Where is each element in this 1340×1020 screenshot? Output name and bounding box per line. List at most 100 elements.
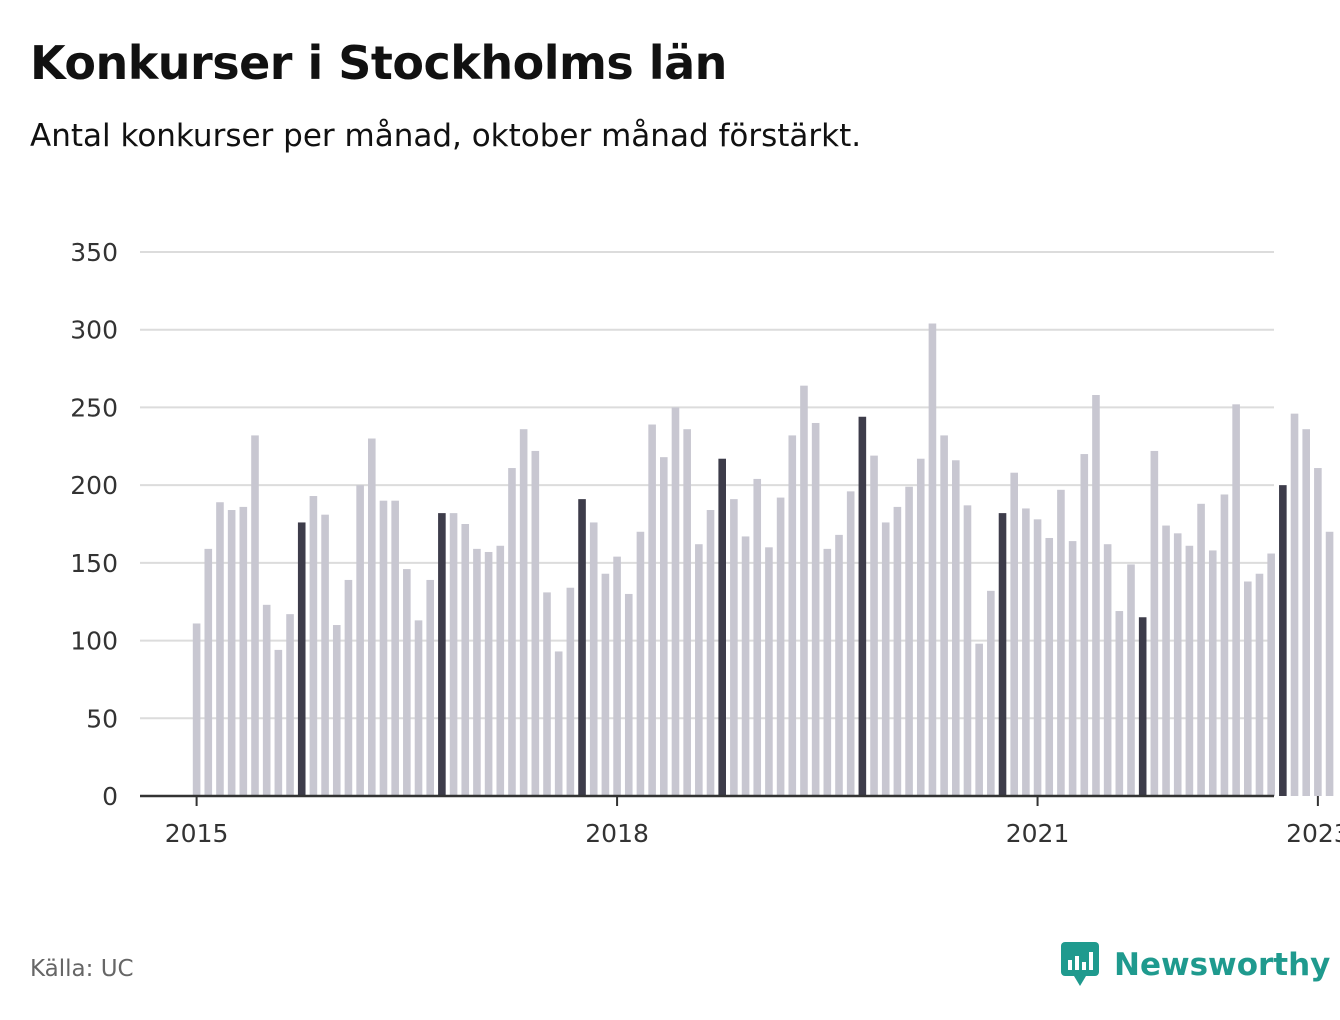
bar <box>1162 525 1170 796</box>
bar <box>893 506 902 796</box>
bar <box>379 500 388 796</box>
bar <box>309 496 318 796</box>
bar <box>905 486 913 796</box>
brand-logo: Newsworthy <box>1060 940 1330 990</box>
bar <box>1033 519 1042 796</box>
bar <box>1173 533 1182 796</box>
y-tick-label: 250 <box>70 393 118 422</box>
bar <box>262 604 271 796</box>
x-tick-label: 2015 <box>165 819 229 848</box>
bar <box>753 478 762 796</box>
brand-name: Newsworthy <box>1114 947 1331 983</box>
bar <box>508 468 516 796</box>
chart-title: Konkurser i Stockholms län <box>30 36 727 90</box>
bar <box>916 458 925 796</box>
bar <box>975 643 983 796</box>
y-tick-label: 200 <box>70 471 118 500</box>
bar <box>1115 611 1124 796</box>
bar <box>636 531 645 796</box>
bar <box>414 620 423 796</box>
bar <box>1197 503 1205 796</box>
y-tick-label: 50 <box>86 704 118 733</box>
bar <box>858 416 867 796</box>
bar <box>461 524 470 796</box>
bar <box>1068 541 1077 796</box>
bar <box>356 485 364 796</box>
bar <box>788 435 797 796</box>
bar <box>718 458 726 796</box>
bar <box>589 522 598 796</box>
bar <box>1138 617 1147 796</box>
bar <box>496 545 505 796</box>
bar <box>1092 394 1100 796</box>
x-tick-label: 2021 <box>1006 819 1070 848</box>
bar <box>321 514 329 796</box>
y-tick-label: 150 <box>70 549 118 578</box>
bar <box>952 460 960 796</box>
bar <box>823 548 832 796</box>
bar <box>216 502 224 796</box>
y-axis: 0 50 100 150 200 250 300 350 <box>70 238 118 811</box>
bar <box>648 424 656 796</box>
bar <box>192 623 201 796</box>
bar <box>1127 564 1135 796</box>
bar <box>1279 485 1287 796</box>
bar <box>368 438 376 796</box>
bar <box>227 510 236 796</box>
bar <box>239 506 248 796</box>
x-tick-label: 2018 <box>585 819 649 848</box>
bar <box>1208 550 1217 796</box>
bar <box>554 651 563 796</box>
chart-subtitle: Antal konkurser per månad, oktober månad… <box>30 118 862 154</box>
bars <box>192 323 1334 796</box>
bar <box>1185 545 1194 796</box>
bar <box>332 625 341 796</box>
bar <box>846 491 855 796</box>
bar <box>776 497 785 796</box>
bar <box>928 323 937 796</box>
bar <box>671 407 680 796</box>
y-tick-label: 300 <box>70 316 118 345</box>
bar <box>963 505 972 796</box>
newsworthy-logo-icon <box>1061 942 1099 986</box>
x-axis: 2015 2018 2021 2023 <box>140 794 1340 848</box>
bar <box>204 548 213 796</box>
bar <box>286 614 294 796</box>
bar <box>1244 581 1252 796</box>
bar <box>601 573 610 796</box>
bar <box>1045 537 1054 796</box>
bar <box>1022 508 1030 796</box>
bar <box>297 522 306 796</box>
bar <box>531 450 540 796</box>
bar <box>660 457 668 796</box>
bar <box>1314 468 1322 796</box>
bar <box>449 513 458 796</box>
bar <box>1290 413 1299 796</box>
bar <box>706 510 715 796</box>
bar <box>543 592 551 796</box>
bar <box>940 435 948 796</box>
bar <box>1325 531 1334 796</box>
bar <box>624 593 633 796</box>
bar <box>730 499 738 796</box>
bar <box>741 536 750 796</box>
bar <box>1150 450 1159 796</box>
bar <box>765 547 773 796</box>
bar <box>800 385 808 796</box>
bar <box>695 544 703 796</box>
bar <box>578 499 586 796</box>
source-note: Källa: UC <box>30 956 134 982</box>
bar <box>1220 494 1229 796</box>
bar <box>274 649 283 796</box>
bar <box>1255 573 1264 796</box>
bar <box>1080 454 1089 796</box>
bar <box>613 556 621 796</box>
bar <box>1057 489 1065 796</box>
bar <box>519 429 528 796</box>
bar <box>426 579 434 796</box>
y-tick-label: 100 <box>70 627 118 656</box>
bar <box>473 548 481 796</box>
bar <box>403 569 411 796</box>
bar <box>835 534 843 796</box>
